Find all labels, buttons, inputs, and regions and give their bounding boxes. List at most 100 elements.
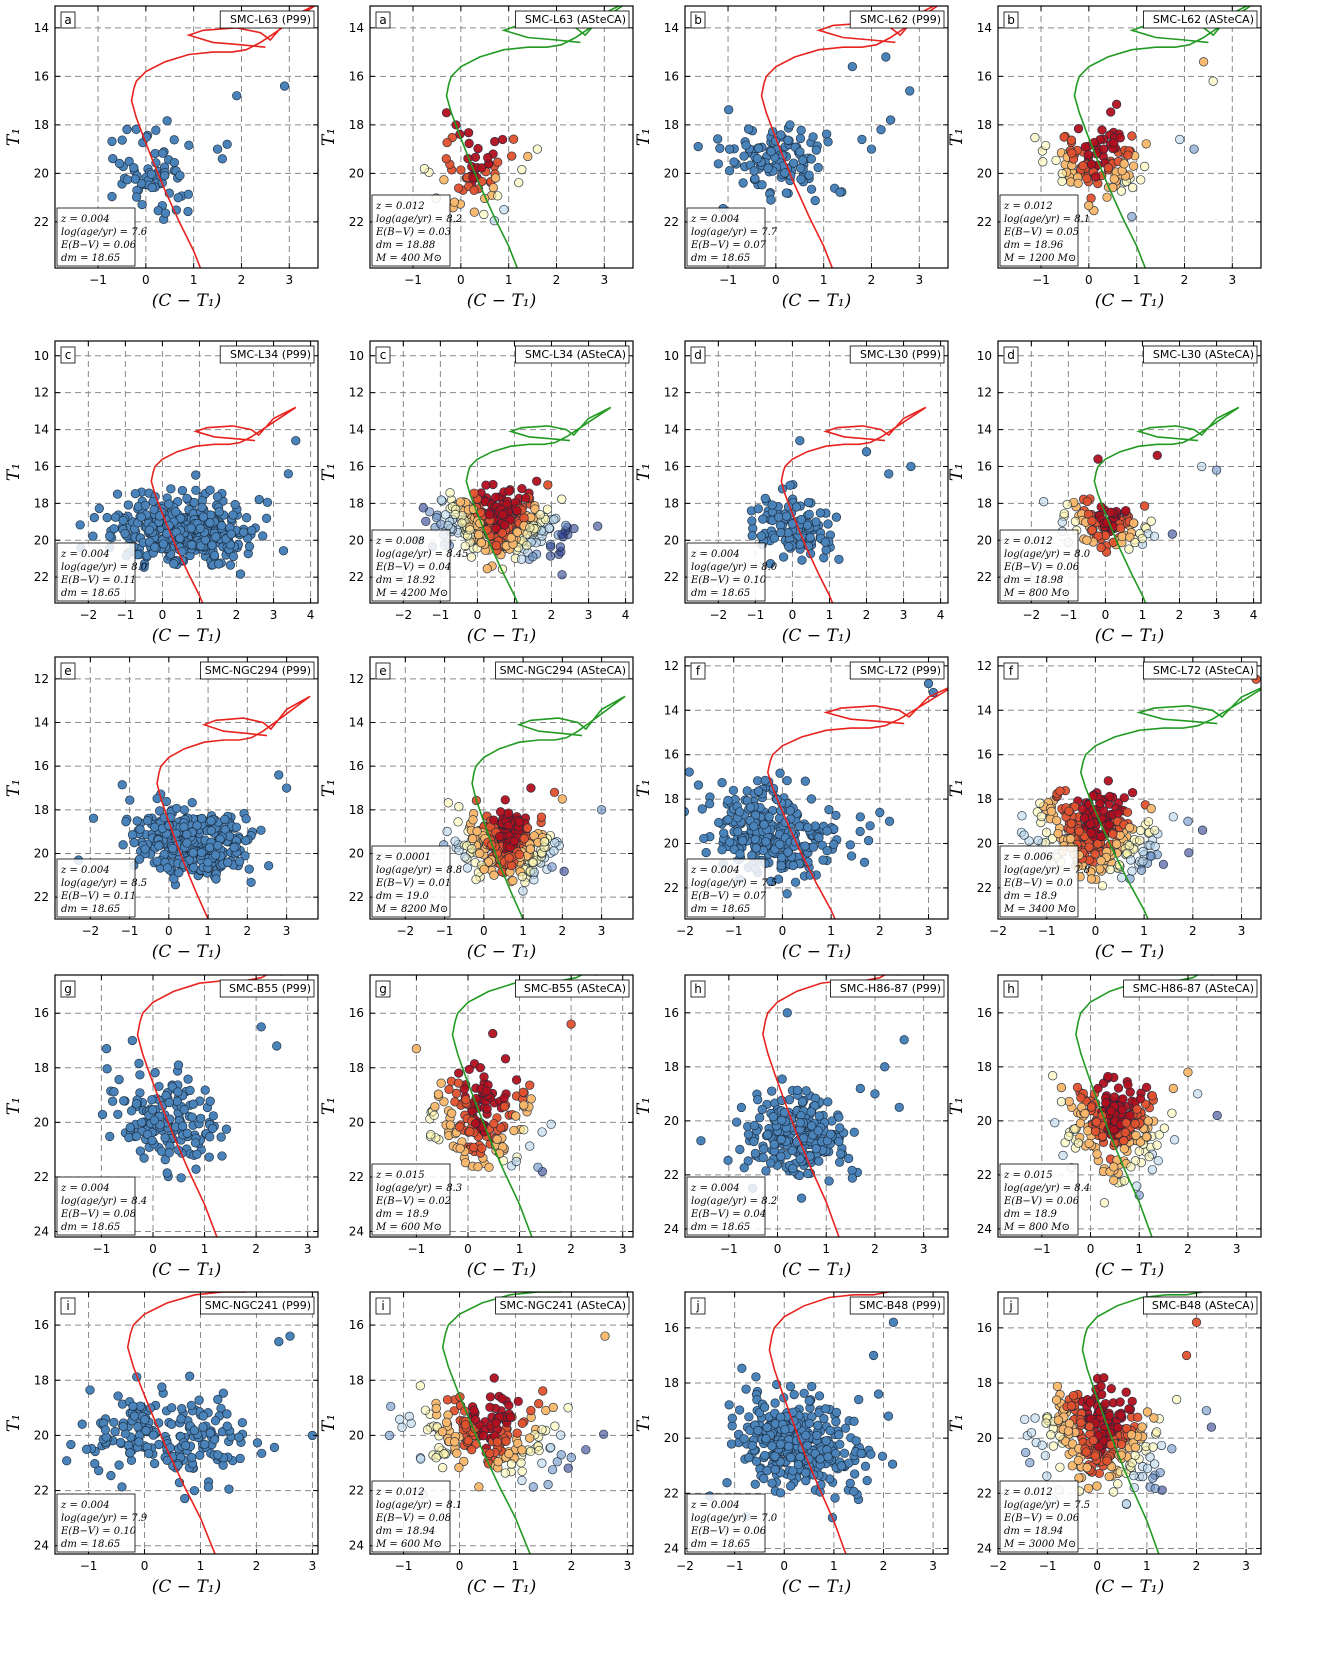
- data-point: [1048, 1071, 1058, 1081]
- data-point: [1119, 1136, 1129, 1146]
- data-point: [798, 155, 808, 165]
- data-point: [244, 541, 255, 552]
- fit-params-box: [686, 207, 766, 267]
- data-point: [132, 816, 142, 826]
- data-point: [237, 1417, 248, 1428]
- data-point: [107, 136, 117, 147]
- x-axis-label: (C − T₁): [1095, 942, 1164, 962]
- data-point: [735, 807, 745, 817]
- data-point: [108, 153, 118, 164]
- data-point: [1057, 176, 1067, 186]
- data-point: [797, 1097, 808, 1107]
- data-point: [714, 817, 724, 828]
- x-tick-label: 3: [619, 1242, 627, 1256]
- data-point: [1051, 155, 1061, 165]
- x-tick-label: 3: [1233, 1242, 1241, 1256]
- data-point: [523, 151, 533, 162]
- data-point: [1123, 150, 1133, 160]
- data-point: [460, 541, 470, 551]
- y-tick-label: 18: [664, 792, 679, 806]
- data-point: [1052, 815, 1062, 826]
- x-tick-label: 1: [1140, 924, 1148, 938]
- y-tick-label: 16: [664, 69, 679, 83]
- data-point: [1130, 537, 1140, 548]
- data-point: [528, 1482, 538, 1492]
- data-point: [124, 156, 134, 167]
- data-point: [719, 828, 729, 838]
- data-point: [1084, 842, 1094, 852]
- data-point: [820, 537, 831, 547]
- y-tick-label: 18: [977, 792, 992, 806]
- cluster-title-box: [514, 345, 630, 364]
- data-point: [685, 767, 694, 777]
- fit-param: z = 0.012: [1003, 536, 1053, 547]
- x-tick-label: 0: [772, 273, 780, 287]
- data-point: [508, 134, 519, 144]
- data-point: [806, 154, 816, 164]
- data-point: [1058, 1150, 1068, 1161]
- data-point: [905, 86, 915, 96]
- data-point: [504, 1400, 514, 1411]
- fit-param: log(age/yr) = 8.2: [376, 214, 462, 225]
- panel-letter: f: [696, 664, 701, 678]
- data-point: [217, 1151, 227, 1161]
- data-point: [110, 1426, 120, 1437]
- data-point: [1127, 787, 1138, 798]
- data-point: [468, 815, 478, 825]
- y-tick-label: 18: [977, 118, 992, 132]
- data-point: [1144, 1151, 1154, 1162]
- fit-params-box: [999, 1163, 1079, 1236]
- panel-letter: g: [64, 982, 72, 996]
- data-point: [863, 835, 874, 846]
- y-tick-label: 14: [34, 21, 49, 35]
- y-axis-label: T₁: [319, 1097, 339, 1115]
- data-point: [808, 132, 818, 142]
- data-point: [1106, 507, 1116, 517]
- x-tick-label: 1: [519, 924, 527, 938]
- data-point: [696, 1136, 706, 1146]
- data-point: [1086, 828, 1096, 838]
- data-point: [1119, 1176, 1129, 1186]
- y-tick-label: 20: [34, 1115, 49, 1129]
- y-axis-label: T₁: [947, 779, 967, 797]
- data-point: [205, 1096, 215, 1106]
- data-point: [463, 128, 474, 138]
- data-point: [246, 877, 256, 887]
- data-point: [187, 1112, 197, 1122]
- data-point: [796, 514, 806, 525]
- data-point: [766, 1158, 776, 1168]
- data-point: [1129, 518, 1139, 528]
- data-point: [497, 1393, 507, 1404]
- data-point: [127, 830, 138, 840]
- data-point: [1097, 881, 1108, 891]
- isochrone-line: [136, 975, 282, 1237]
- data-point: [140, 844, 150, 854]
- x-tick-label: 2: [863, 608, 871, 622]
- data-point: [476, 163, 487, 173]
- data-point: [442, 1395, 453, 1405]
- data-point: [230, 499, 240, 510]
- data-point: [150, 542, 160, 552]
- data-point: [831, 810, 841, 821]
- fit-param: z = 0.004: [60, 214, 110, 225]
- data-point: [187, 1452, 197, 1463]
- panel-d-p99: −2 −1 0 1 2 3 4 10 12 14 16 18 20 22 (C − T₁) T₁ d SMC-L3…: [630, 339, 960, 673]
- data-point: [1090, 1126, 1101, 1136]
- data-point: [149, 1115, 159, 1125]
- x-tick-label: 3: [600, 273, 608, 287]
- data-point: [596, 805, 607, 815]
- y-tick-label: 20: [977, 1114, 992, 1128]
- x-tick-label: 3: [915, 273, 923, 287]
- y-tick-label: 10: [349, 349, 364, 363]
- x-tick-label: 3: [1228, 273, 1236, 287]
- data-point: [724, 144, 735, 154]
- data-point: [1053, 828, 1063, 839]
- data-point: [125, 1448, 135, 1458]
- data-point: [766, 146, 776, 157]
- data-point: [189, 1425, 200, 1436]
- data-point: [469, 185, 479, 196]
- data-point: [174, 868, 184, 878]
- data-point: [522, 540, 532, 551]
- data-point: [846, 851, 857, 861]
